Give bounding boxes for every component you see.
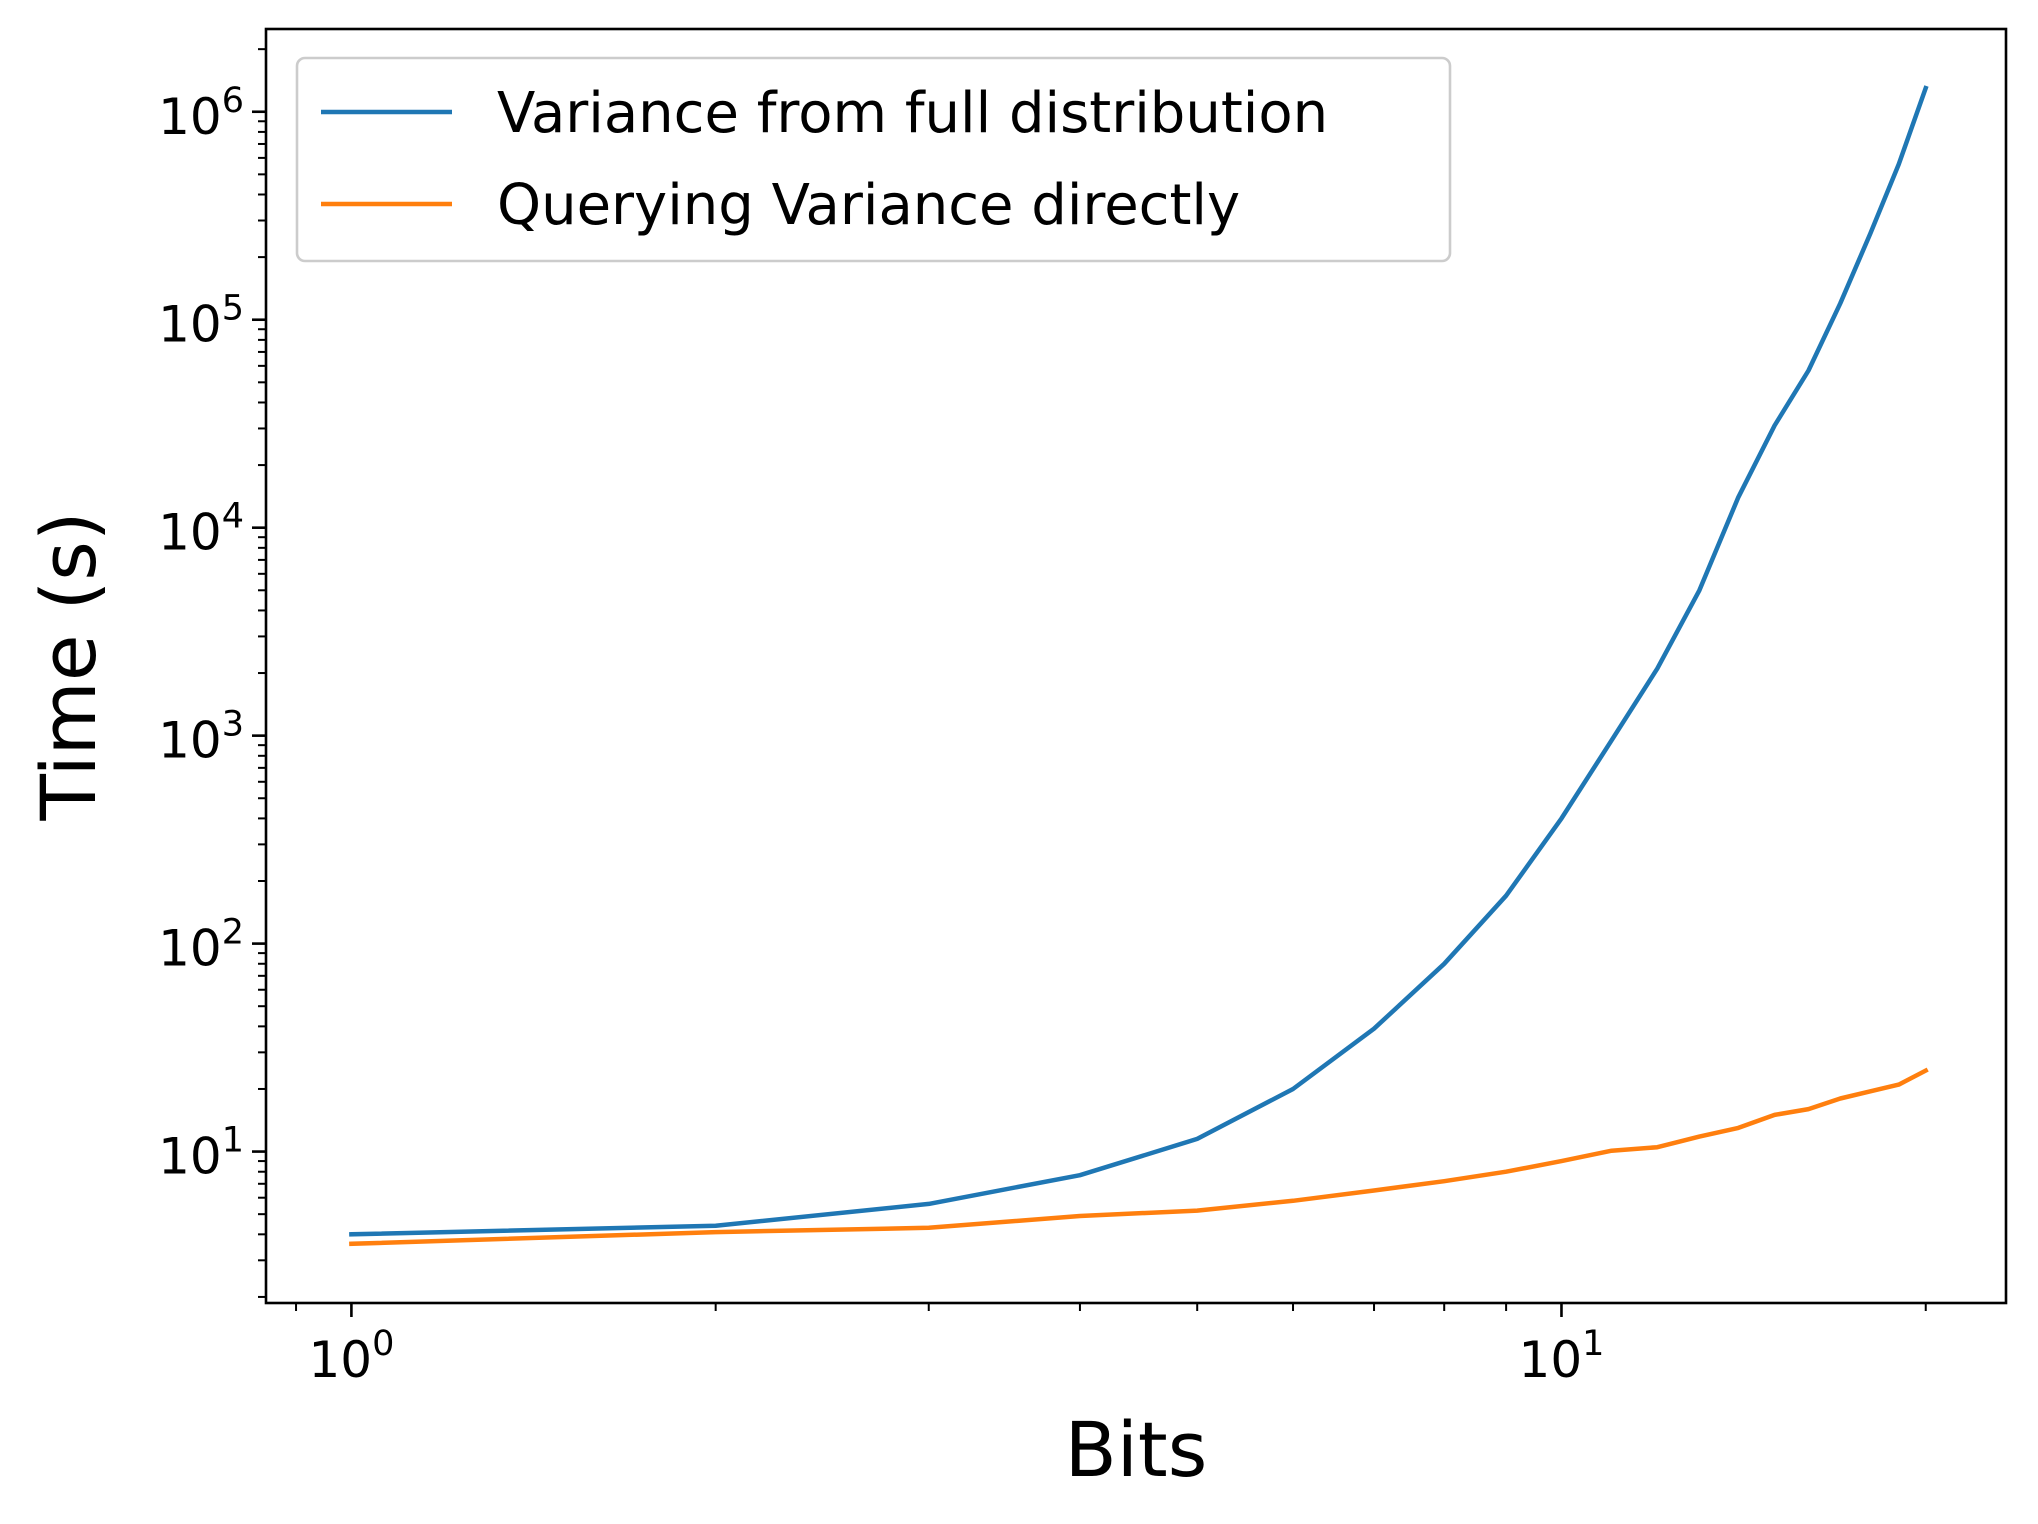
x-tick-label: 100 xyxy=(308,1324,394,1389)
legend-entries: Variance from full distribution Querying … xyxy=(321,81,1328,238)
y-tick-label: 102 xyxy=(158,913,244,978)
y-tick-label: 105 xyxy=(158,289,244,354)
y-axis-title: Time (s) xyxy=(24,511,113,821)
y-tick-label: 106 xyxy=(158,81,244,146)
x-tick-labels: 100 101 xyxy=(308,1324,1604,1389)
y-tick-label: 101 xyxy=(158,1121,244,1186)
series-line-2 xyxy=(349,1067,1929,1247)
plot-area-frame xyxy=(264,27,2008,1305)
y-tick-label: 103 xyxy=(158,705,244,770)
series-line-1 xyxy=(349,85,1929,1237)
legend-box xyxy=(295,56,1452,263)
legend: Variance from full distribution Querying … xyxy=(295,56,1452,263)
x-tick-label: 101 xyxy=(1519,1324,1605,1389)
x-axis-title: Bits xyxy=(1065,1405,1208,1494)
major-ticks xyxy=(252,110,1563,1317)
y-tick-label: 104 xyxy=(158,497,244,562)
legend-label-1: Variance from full distribution xyxy=(497,81,1328,146)
y-tick-labels: 101 102 103 104 105 106 xyxy=(158,81,244,1186)
series-layer xyxy=(349,85,1929,1247)
minor-ticks xyxy=(258,48,1927,1311)
legend-label-2: Querying Variance directly xyxy=(497,173,1240,238)
